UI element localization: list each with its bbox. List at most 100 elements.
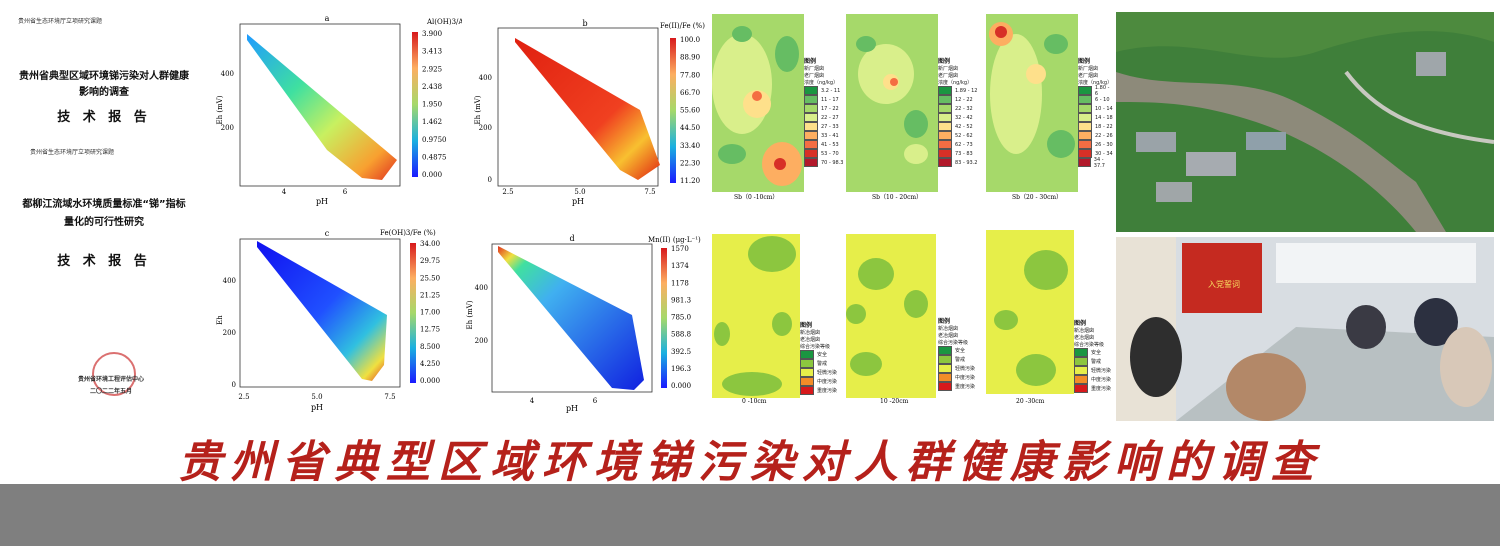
legend-level: 安全 bbox=[800, 350, 844, 359]
legend-bin: 26 - 30 bbox=[1078, 140, 1114, 149]
pollution-map-20-30: 20 -30cm 图例 新冶烟囱 老冶烟囱 综合污染等级 安全 警戒 轻微污染 中度污染… bbox=[986, 230, 1114, 410]
legend-bin: 10 - 14 bbox=[1078, 104, 1114, 113]
plot-a: a Eh (mV) 400 200 4 6 pH Al(OH)3/Al (%) … bbox=[212, 10, 462, 210]
plot-d-colorbar bbox=[661, 248, 667, 388]
plot-c-ytick: 200 bbox=[223, 329, 236, 337]
plot-b-xtick: 2.5 bbox=[502, 188, 513, 196]
plot-b-xtick: 7.5 bbox=[644, 188, 655, 196]
colorbar-tick-label: 0.4875 bbox=[422, 153, 447, 161]
plot-a-label: a bbox=[325, 14, 330, 23]
plot-a-xlabel: pH bbox=[316, 197, 328, 206]
sb-map-20-30: Sb（20 - 30cm） 图例 新厂烟囱 老厂烟囱 浓度（ng/kg） 1.80… bbox=[986, 14, 1114, 206]
sb-map-0-10: Sb（0 -10cm） 图例 新厂烟囱 老厂烟囱 浓度（ng/kg） 3.2 - … bbox=[712, 14, 844, 206]
legend-bin: 30 - 34 bbox=[1078, 149, 1114, 158]
plot-c-cbar-title: Fe(OH)3/Fe (%) bbox=[380, 229, 436, 237]
colorbar-tick-label: 0.000 bbox=[422, 171, 442, 179]
plot-c-label: c bbox=[325, 229, 330, 238]
banner: 贵州省典型区域环境锑污染对人群健康影响的调查 bbox=[0, 424, 1500, 488]
plot-b-ylabel: Eh (mV) bbox=[474, 95, 482, 124]
pollution-map-0-10: 0 -10cm 图例 新冶烟囱 老冶烟囱 综合污染等级 安全 警戒 轻微污染 中度污染重… bbox=[712, 234, 844, 410]
plot-d-ytick: 200 bbox=[475, 337, 488, 345]
plot-b-xtick: 5.0 bbox=[574, 188, 585, 196]
plot-c-xlabel: pH bbox=[311, 403, 323, 412]
colorbar-tick-label: 11.20 bbox=[680, 177, 700, 185]
plot-d-cbar-title: Mn(II) (μg·L⁻¹) bbox=[648, 236, 701, 244]
plot-b-colorbar bbox=[670, 38, 676, 183]
legend-bin: 27 - 33 bbox=[804, 122, 844, 131]
legend-bin: 1.89 - 12 bbox=[938, 86, 982, 95]
colorbar-tick-label: 196.3 bbox=[671, 365, 691, 373]
colorbar-tick-label: 88.90 bbox=[680, 54, 700, 62]
map-legend: 图例 新冶烟囱 老冶烟囱 综合污染等级 安全 警戒 轻微污染 中度污染 重度污染 bbox=[1074, 318, 1114, 393]
legend-level: 警戒 bbox=[800, 359, 844, 368]
report2-subtitle: 技 术 报 告 bbox=[57, 254, 151, 269]
legend-level: 重度污染 bbox=[938, 382, 984, 391]
legend-bin: 70 - 98.3 bbox=[804, 158, 844, 167]
colorbar-tick-label: 29.75 bbox=[420, 257, 440, 265]
colorbar-tick-label: 1.462 bbox=[422, 118, 442, 126]
plot-b-cbar-title: Fe(II)/Fe (%) bbox=[660, 22, 705, 30]
map-caption: 20 -30cm bbox=[1016, 398, 1045, 405]
colorbar-tick-label: 1374 bbox=[671, 262, 689, 270]
legend-level: 中度污染 bbox=[938, 373, 984, 382]
legend-bin: 22 - 32 bbox=[938, 104, 982, 113]
legend-bin: 12 - 22 bbox=[938, 95, 982, 104]
legend-bin: 33 - 41 bbox=[804, 131, 844, 140]
official-seal-stamp bbox=[92, 352, 136, 396]
plot-d-label: d bbox=[569, 234, 574, 243]
plot-a-xtick: 6 bbox=[343, 188, 348, 196]
map-caption: Sb（20 - 30cm） bbox=[1012, 194, 1063, 201]
meeting-photo-sign: 入党誓词 bbox=[1208, 279, 1240, 289]
plot-a-ylabel: Eh (mV) bbox=[216, 95, 224, 124]
legend-bin: 83 - 93.2 bbox=[938, 158, 982, 167]
plot-d-xtick: 4 bbox=[530, 397, 535, 405]
map-caption: 0 -10cm bbox=[742, 398, 767, 405]
colorbar-tick-label: 981.3 bbox=[671, 296, 691, 304]
plot-a-cbar-title: Al(OH)3/Al (%) bbox=[426, 18, 462, 26]
plot-c-ylabel: Eh bbox=[216, 315, 224, 325]
cover-org: 贵州省环境工程评估中心 bbox=[78, 376, 145, 383]
colorbar-tick-label: 1.950 bbox=[422, 101, 442, 109]
colorbar-tick-label: 100.0 bbox=[680, 36, 700, 44]
legend-bin: 22 - 27 bbox=[804, 113, 844, 122]
report-covers: 贵州省生态环境厅立项研究课题 贵州省典型区域环境锑污染对人群健康 影响的调查 技… bbox=[0, 0, 208, 415]
map-caption: Sb（10 - 20cm） bbox=[872, 194, 923, 201]
banner-title: 贵州省典型区域环境锑污染对人群健康影响的调查 bbox=[178, 437, 1322, 488]
legend-bin: 22 - 26 bbox=[1078, 131, 1114, 140]
colorbar-tick-label: 44.50 bbox=[680, 124, 700, 132]
legend-bin: 18 - 22 bbox=[1078, 122, 1114, 131]
map-legend: 图例 新厂烟囱 老厂烟囱 浓度（ng/kg） 1.89 - 12 12 - 22 22… bbox=[938, 56, 982, 167]
colorbar-tick-label: 17.00 bbox=[420, 309, 440, 317]
report2-title-line2: 量化的可行性研究 bbox=[64, 217, 144, 228]
legend-level: 轻微污染 bbox=[938, 364, 984, 373]
footer-bar bbox=[0, 484, 1500, 546]
cover-mid-note: 贵州省生态环境厅立项研究课题 bbox=[30, 149, 115, 156]
plot-c-xtick: 5.0 bbox=[311, 393, 322, 401]
report1-title-line1: 贵州省典型区域环境锑污染对人群健康 bbox=[19, 71, 189, 82]
legend-bin: 62 - 73 bbox=[938, 140, 982, 149]
colorbar-tick-label: 2.438 bbox=[422, 83, 442, 91]
legend-bin: 41 - 53 bbox=[804, 140, 844, 149]
legend-level: 警戒 bbox=[938, 355, 984, 364]
plot-c-xtick: 2.5 bbox=[238, 393, 249, 401]
plot-c: c Eh 400 200 0 2.5 5.0 7.5 pH Fe(OH)3/Fe… bbox=[212, 225, 462, 415]
plot-b-ytick: 400 bbox=[479, 74, 492, 82]
colorbar-tick-label: 392.5 bbox=[671, 348, 691, 356]
plot-d-ytick: 400 bbox=[475, 284, 488, 292]
legend-level: 重度污染 bbox=[800, 386, 844, 395]
plot-d-ylabel: Eh (mV) bbox=[466, 300, 474, 329]
legend-level: 安全 bbox=[1074, 348, 1114, 357]
colorbar-tick-label: 1178 bbox=[671, 279, 689, 287]
colorbar-tick-label: 77.80 bbox=[680, 71, 700, 79]
plot-b-label: b bbox=[582, 19, 587, 28]
colorbar-tick-label: 12.75 bbox=[420, 326, 440, 334]
legend-bin: 42 - 52 bbox=[938, 122, 982, 131]
plot-c-ytick: 0 bbox=[232, 381, 236, 389]
legend-level: 中度污染 bbox=[800, 377, 844, 386]
map-caption: Sb（0 -10cm） bbox=[734, 194, 779, 201]
colorbar-tick-label: 8.500 bbox=[420, 343, 440, 351]
plot-c-colorbar bbox=[410, 243, 416, 383]
legend-bin: 6 - 10 bbox=[1078, 95, 1114, 104]
plot-c-xtick: 7.5 bbox=[384, 393, 395, 401]
colorbar-tick-label: 0.9750 bbox=[422, 136, 447, 144]
